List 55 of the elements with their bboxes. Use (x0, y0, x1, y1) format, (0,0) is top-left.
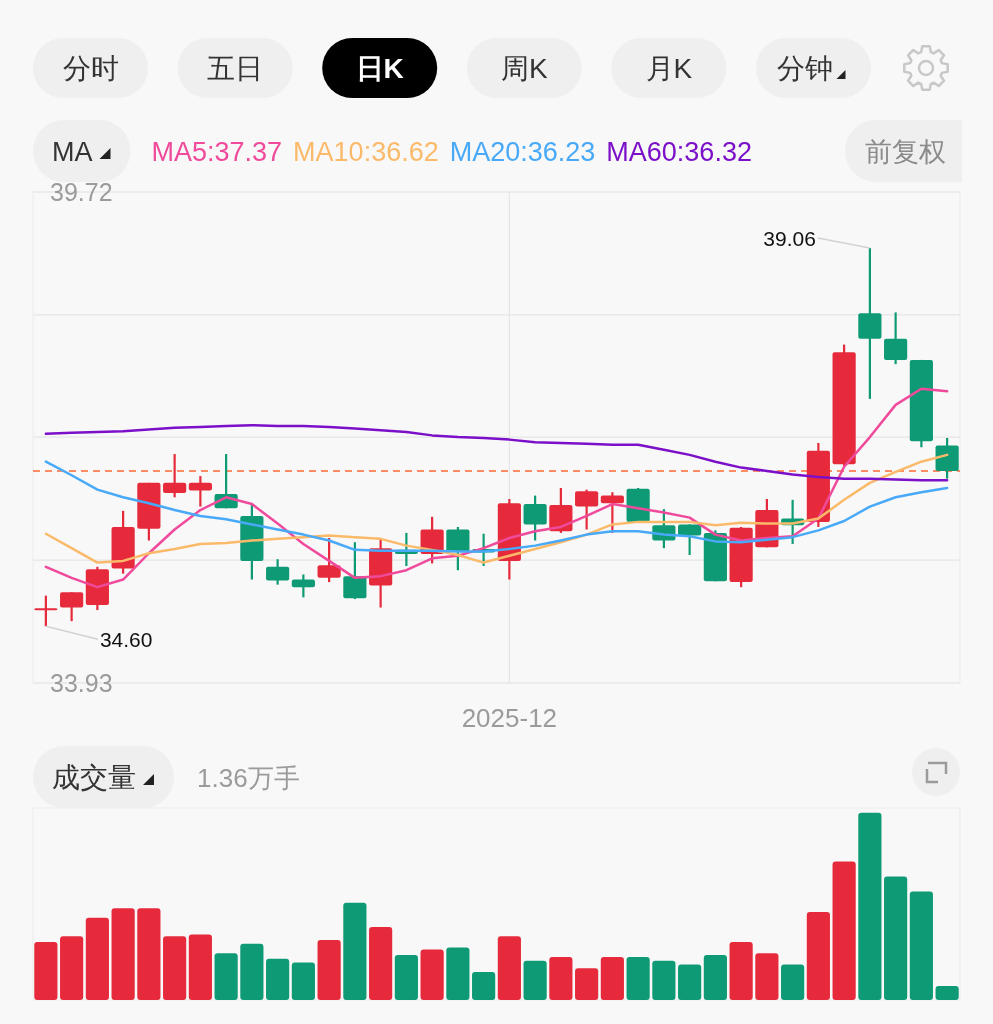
bar (60, 936, 84, 1000)
bar (34, 941, 58, 1000)
bar (832, 861, 856, 1000)
x-tick-label: 2025-12 (461, 703, 558, 733)
dropdown: 成交量 (33, 746, 174, 808)
bar (806, 912, 830, 1000)
bar (884, 876, 908, 1000)
bar (549, 956, 573, 1000)
bar (935, 985, 959, 1000)
y-tick-label: 33.93 (50, 669, 113, 697)
annotation: 39.06 (763, 226, 816, 250)
category-label: 五日 (207, 53, 264, 84)
bar (266, 958, 290, 1000)
category-label: 周K (500, 53, 548, 84)
bar (163, 936, 187, 1000)
bar (420, 949, 444, 1000)
bar (317, 940, 341, 1000)
chart-title: 成交量 (52, 762, 136, 793)
button: 前复权 (845, 120, 962, 182)
bar (575, 968, 599, 1000)
bar (678, 964, 702, 1000)
line-series (44, 460, 949, 553)
line-series (44, 423, 949, 482)
chart-subtitle: 1.36万手 (197, 763, 300, 793)
bar (858, 812, 882, 1000)
bar (781, 964, 805, 1000)
bar (626, 956, 650, 1000)
annotation: 34.60 (99, 628, 153, 652)
bar (111, 908, 135, 1000)
category-label: 日K (355, 53, 404, 84)
bar (472, 971, 496, 1000)
bar (214, 953, 238, 1000)
bar (188, 934, 212, 1000)
bar (240, 943, 264, 1000)
category-label: 分钟 (776, 53, 833, 84)
bar (729, 941, 753, 1000)
bar (446, 947, 470, 1000)
category-label: 月K (645, 53, 693, 84)
bar (755, 953, 779, 1000)
bar (137, 908, 161, 1000)
bar (909, 891, 933, 1000)
bar (703, 955, 727, 1000)
legend-title: MA (52, 137, 93, 167)
bar (652, 960, 676, 1000)
header: 成交量 1.36万手 (33, 746, 300, 808)
bar (343, 902, 367, 1000)
bar (369, 926, 393, 1000)
bar (600, 956, 624, 1000)
bar (394, 955, 418, 1000)
category-label: 分时 (62, 53, 119, 84)
bar (85, 917, 109, 1000)
bar (497, 936, 521, 1000)
bar (523, 960, 547, 1000)
bar (291, 962, 315, 1000)
header: MA MA5:37.37 MA10:36.62 MA20:36.23 MA60:36.32 前复权 (33, 120, 962, 182)
